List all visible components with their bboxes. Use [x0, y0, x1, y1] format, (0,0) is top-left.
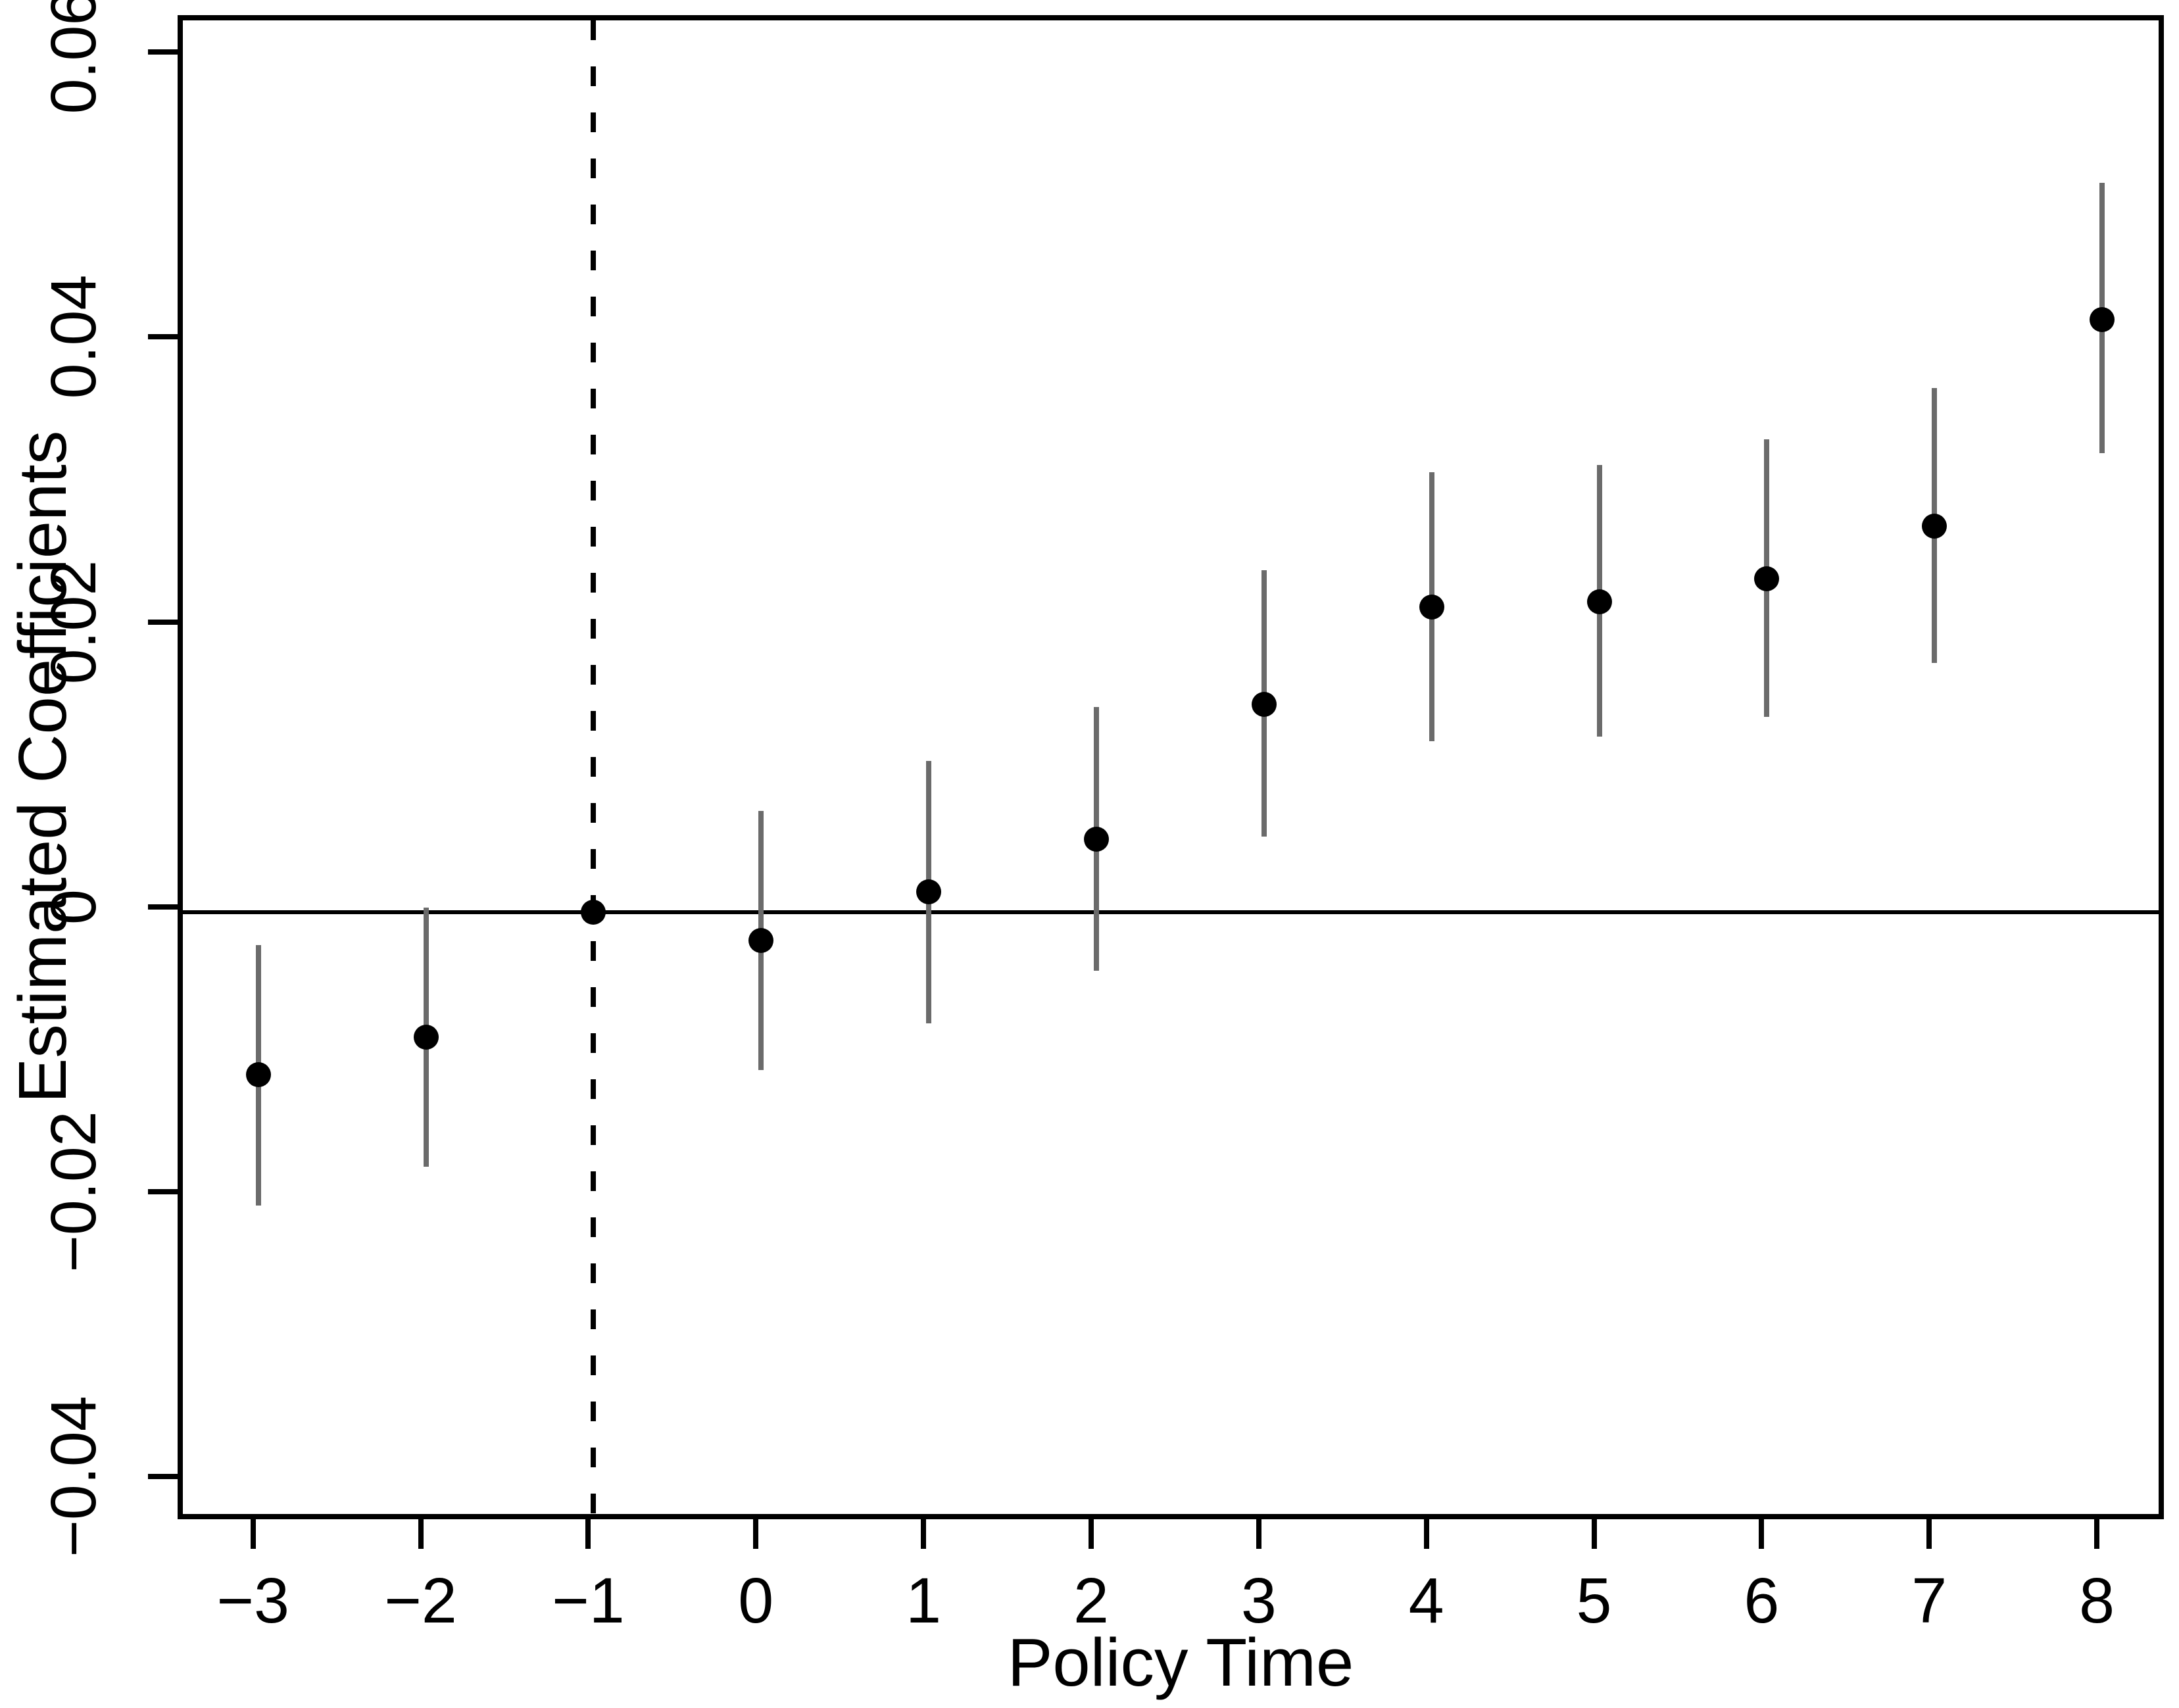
x-axis-tick: [1591, 1519, 1597, 1549]
x-tick-label: −3: [216, 1565, 289, 1636]
data-point: [916, 879, 942, 905]
x-axis-tick: [250, 1519, 256, 1549]
x-axis-tick: [585, 1519, 591, 1549]
data-point: [1586, 589, 1612, 614]
x-axis-tick: [1088, 1519, 1094, 1549]
x-tick-label: 4: [1408, 1565, 1444, 1636]
zero-reference-line: [183, 910, 2159, 914]
plot-area: [178, 15, 2164, 1519]
x-tick-label: −1: [552, 1565, 625, 1636]
y-axis-tick: [148, 904, 178, 910]
x-axis-tick: [1759, 1519, 1765, 1549]
y-axis-tick: [148, 1474, 178, 1480]
y-tick-label: 0.04: [37, 275, 109, 399]
x-tick-label: 7: [1911, 1565, 1947, 1636]
x-axis-tick: [921, 1519, 927, 1549]
data-point: [1083, 827, 1109, 852]
data-point: [1754, 566, 1780, 591]
y-tick-label: −0.02: [37, 1111, 109, 1273]
x-axis-tick: [1256, 1519, 1261, 1549]
x-axis-title: Policy Time: [1007, 1624, 1354, 1700]
x-axis-tick: [1926, 1519, 1932, 1549]
data-point: [245, 1061, 271, 1087]
y-tick-label: 0: [37, 889, 109, 925]
data-point: [581, 899, 606, 925]
data-point: [1419, 595, 1444, 620]
x-axis-tick: [2094, 1519, 2100, 1549]
data-point: [748, 928, 774, 954]
x-tick-label: 1: [906, 1565, 942, 1636]
y-axis-tick: [148, 334, 178, 340]
x-tick-label: 6: [1744, 1565, 1780, 1636]
reference-period-dashed-line: [591, 20, 597, 1514]
data-point: [2090, 306, 2115, 332]
y-tick-label: 0.02: [37, 560, 109, 684]
y-axis-tick: [148, 49, 178, 55]
data-point: [1251, 691, 1277, 717]
y-axis-tick: [148, 619, 178, 625]
data-point: [413, 1025, 439, 1050]
x-axis-tick: [753, 1519, 759, 1549]
x-tick-label: 2: [1073, 1565, 1109, 1636]
y-tick-label: −0.04: [37, 1396, 109, 1557]
x-axis-tick: [418, 1519, 424, 1549]
y-axis-tick: [148, 1188, 178, 1194]
x-axis-tick: [1423, 1519, 1429, 1549]
x-tick-label: 0: [738, 1565, 774, 1636]
x-tick-label: 5: [1576, 1565, 1612, 1636]
x-tick-label: 8: [2079, 1565, 2115, 1636]
x-tick-label: 3: [1240, 1565, 1277, 1636]
x-tick-label: −2: [384, 1565, 457, 1636]
data-point: [1922, 513, 1947, 539]
